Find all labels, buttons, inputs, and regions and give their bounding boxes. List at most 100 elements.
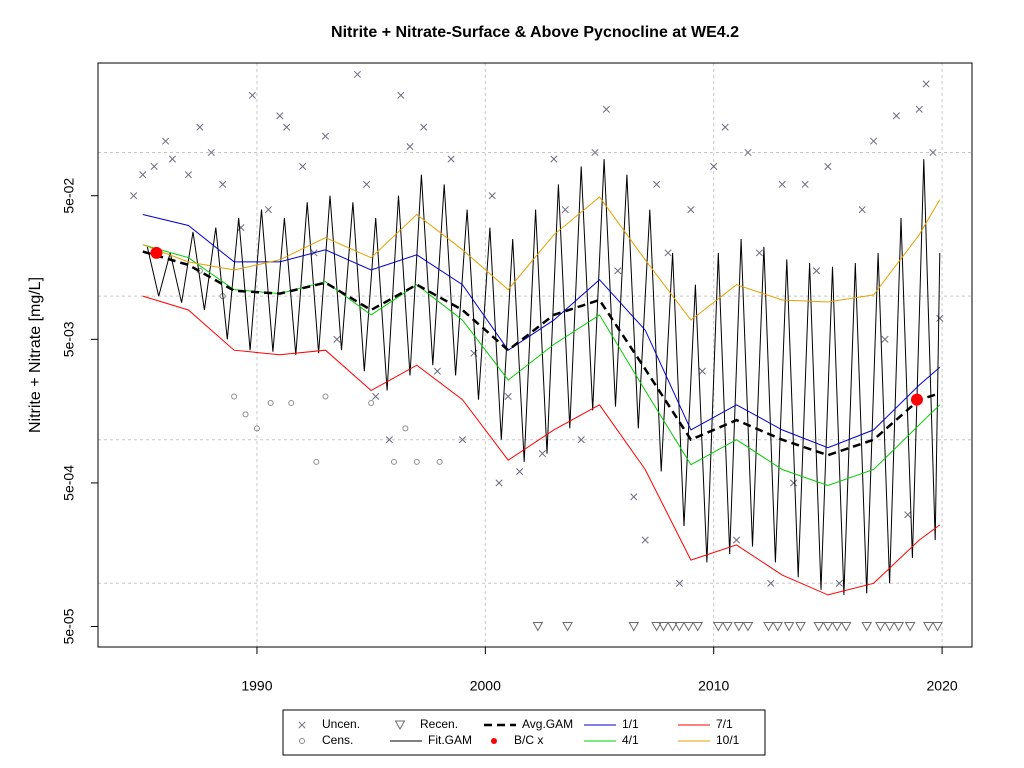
uncensored-point — [812, 267, 821, 275]
recensored-point — [562, 622, 573, 632]
uncensored-point — [372, 392, 380, 401]
censored-point — [368, 400, 375, 407]
uncensored-point — [353, 70, 361, 78]
recensored-point — [667, 622, 678, 632]
uncensored-point — [363, 180, 371, 188]
x-tick-label: 2000 — [470, 678, 501, 694]
uncensored-point — [385, 436, 393, 444]
recensored-point — [831, 622, 843, 632]
uncensored-point — [184, 171, 192, 179]
legend-label: 1/1 — [622, 717, 639, 731]
uncensored-point — [488, 192, 496, 200]
uncensored-point — [904, 511, 912, 519]
uncensored-point — [162, 137, 170, 145]
y-tick-label: 5e-05 — [61, 608, 77, 644]
legend-symbol — [491, 738, 497, 744]
uncensored-point — [870, 137, 878, 145]
censored-point — [231, 393, 238, 400]
uncensored-point — [577, 436, 585, 444]
uncensored-point — [458, 436, 467, 444]
uncensored-point — [321, 132, 330, 140]
censored-point — [390, 458, 397, 465]
legend-label: 7/1 — [716, 717, 733, 731]
recensored-point — [813, 622, 825, 632]
uncensored-point — [710, 162, 718, 170]
recensored-point — [923, 622, 934, 632]
legend-label: 10/1 — [716, 733, 740, 747]
legend-label: 4/1 — [622, 733, 639, 747]
uncensored-point — [614, 267, 622, 275]
uncensored-point — [858, 206, 866, 214]
uncensored-point — [299, 162, 307, 170]
uncensored-point — [139, 171, 147, 179]
legend-symbol — [299, 738, 305, 744]
uncensored-point — [698, 367, 706, 375]
legend-symbol — [298, 721, 306, 729]
uncensored-point — [420, 123, 428, 131]
uncensored-point — [915, 105, 923, 113]
uncensored-point — [219, 180, 227, 188]
recensored-point — [904, 622, 916, 632]
uncensored-point — [929, 148, 937, 157]
legend-label: Cens. — [322, 733, 353, 747]
uncensored-point — [732, 536, 741, 544]
uncensored-point — [664, 249, 672, 257]
uncensored-point — [333, 335, 341, 343]
x-tick-label: 2010 — [698, 678, 729, 694]
uncensored-point — [936, 314, 944, 322]
uncensored-point — [778, 180, 786, 188]
recensored-point — [651, 622, 662, 632]
recensored-point — [783, 622, 795, 632]
recensored-point — [884, 622, 895, 632]
uncensored-point — [276, 112, 284, 120]
uncensored-point — [721, 123, 729, 131]
recensored-point — [861, 622, 873, 632]
uncensored-point — [433, 367, 441, 375]
chart-title: Nitrite + Nitrate-Surface & Above Pycnoc… — [331, 24, 739, 41]
censored-point — [402, 425, 409, 432]
censored-point — [267, 400, 274, 407]
uncensored-point — [602, 105, 610, 113]
gam-line — [142, 196, 941, 321]
recensored-point — [683, 622, 694, 632]
censored-point — [242, 411, 249, 418]
uncensored-point — [641, 536, 649, 544]
recensored-point — [692, 622, 704, 632]
uncensored-point — [538, 450, 546, 458]
uncensored-point — [406, 142, 414, 151]
gam-line — [142, 295, 941, 596]
uncensored-point — [447, 155, 455, 163]
legend-box — [282, 709, 766, 756]
y-tick-label: 5e-03 — [61, 321, 77, 357]
y-tick-label: 5e-02 — [61, 178, 77, 214]
legend-label: Recen. — [420, 717, 458, 731]
uncensored-point — [687, 206, 695, 214]
recensored-point — [893, 622, 905, 632]
uncensored-point — [130, 192, 138, 200]
uncensored-point — [790, 479, 798, 487]
recensored-point — [840, 622, 852, 632]
uncensored-point — [892, 112, 900, 120]
censored-point — [413, 458, 420, 465]
legend-label: Fit.GAM — [428, 733, 472, 747]
recensored-point — [628, 622, 640, 632]
recensored-point — [822, 622, 834, 632]
recensored-point — [532, 622, 544, 632]
uncensored-point — [516, 467, 524, 476]
legend-label: Avg.GAM — [522, 717, 573, 731]
recensored-point — [742, 622, 754, 632]
bc-point — [910, 393, 923, 406]
plot-frame — [97, 62, 973, 648]
y-tick-label: 5e-04 — [61, 465, 77, 501]
uncensored-point — [922, 80, 930, 88]
censored-point — [322, 393, 329, 400]
uncensored-point — [591, 148, 599, 157]
uncensored-point — [767, 579, 775, 587]
uncensored-point — [150, 162, 158, 170]
uncensored-point — [801, 180, 809, 188]
y-axis-label: Nitrite + Nitrate [mg/L] — [27, 277, 44, 433]
uncensored-point — [495, 479, 503, 487]
